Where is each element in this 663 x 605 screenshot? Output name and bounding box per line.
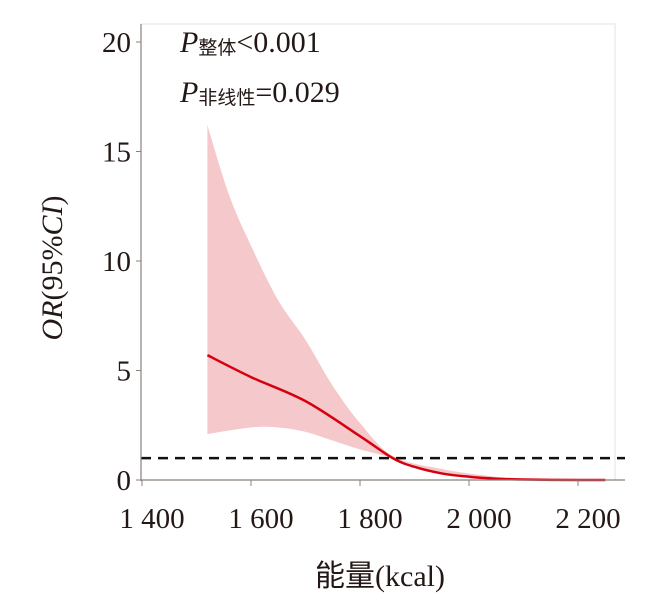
x-tick-label: 1 600	[228, 503, 293, 535]
x-tick-label: 2 200	[555, 503, 620, 535]
y-tick-label: 10	[102, 246, 131, 278]
x-tick-label: 2 000	[446, 503, 511, 535]
y-tick-label: 15	[102, 137, 131, 169]
y-tick-label: 0	[117, 465, 132, 497]
confidence-band	[207, 125, 606, 480]
x-tick-label: 1 400	[119, 503, 184, 535]
p-nonlinear-annotation: P非线性=0.029	[179, 76, 340, 109]
y-axis-label: OR(95%CI)	[36, 196, 69, 341]
p-overall-annotation: P整体<0.001	[179, 26, 321, 59]
y-tick-label: 20	[102, 27, 131, 59]
x-tick-label: 1 800	[337, 503, 402, 535]
x-axis-label: 能量(kcal)	[315, 560, 445, 593]
y-tick-label: 5	[117, 356, 132, 388]
